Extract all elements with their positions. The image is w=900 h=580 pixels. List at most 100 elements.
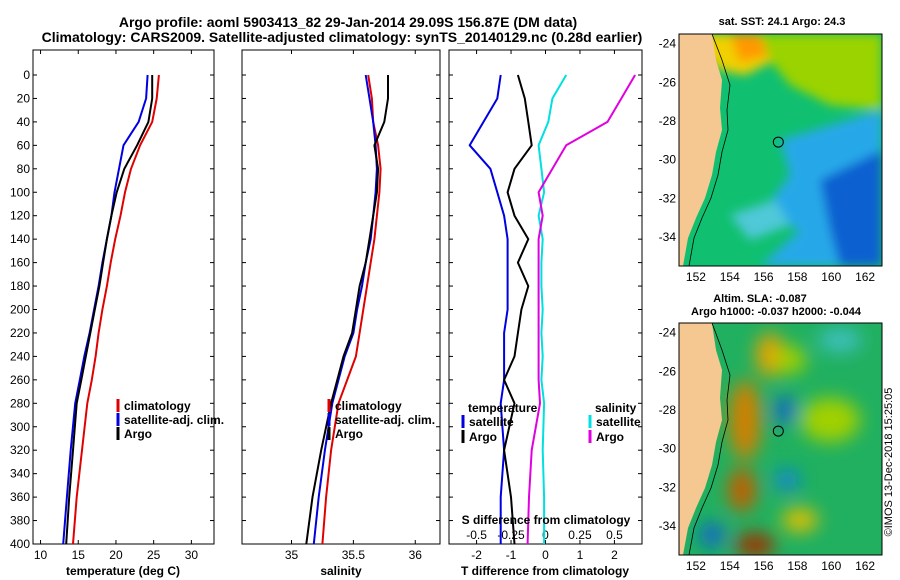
difference-lines [468,74,636,544]
temperature-legend: climatology satellite-adj. clim. Argo [116,399,224,441]
temperature-xlabel: temperature (deg C) [66,564,180,578]
map-xtick-label: 160 [821,559,841,573]
s-diff-tick-label: 0.25 [568,528,592,542]
series-line-satellite-adj-clim- [312,74,378,544]
s-diff-tick-label: -0.25 [497,528,525,542]
legend-t-argo: Argo [469,430,497,444]
difference-xlabel: T difference from climatology [461,564,629,578]
xtick-label: 2 [611,548,618,562]
temperature-ticks: 0 20 40 60 80 100 120 140 160 180 200 220 240 260 280 3… [10,50,214,562]
xtick-label: 1 [577,548,584,562]
xtick-label: 25 [147,548,161,562]
xtick-label: 15 [72,548,86,562]
xtick-label: 36 [409,548,423,562]
ytick-label: 280 [10,396,30,410]
sst-green-band [760,34,882,110]
ytick-label: 340 [10,467,30,481]
map-xtick-label: 152 [686,270,706,284]
sla-high-4 [735,533,775,555]
map-xtick-label: 156 [754,270,774,284]
title-line-2: Climatology: CARS2009. Satellite-adjuste… [42,29,643,45]
xtick-label: 30 [185,548,199,562]
salinity-ticks: 35 35.5 36 [242,50,440,562]
legend-t-satellite: satellite [469,415,514,429]
map-ytick-label: -30 [659,442,677,456]
ytick-label: 240 [10,349,30,363]
ytick-label: 140 [10,232,30,246]
map-xtick-label: 156 [754,559,774,573]
map-ytick-label: -24 [659,37,677,51]
legend-argo: Argo [124,427,152,441]
xtick-label: -2 [471,548,482,562]
sla-map-title-2: Argo h1000: -0.037 h2000: -0.044 [691,306,862,318]
sst-float-marker [772,136,784,148]
legend-climatology: climatology [335,399,402,413]
xtick-label: 35 [285,548,299,562]
legend-s-satellite: satellite [596,415,641,429]
sla-high-2 [729,380,761,460]
ytick-label: 200 [10,303,30,317]
sst-cool-patch [730,200,790,240]
map-xtick-label: 152 [686,559,706,573]
temperature-lines [62,74,160,544]
map-xtick-label: 158 [787,270,807,284]
legend-satellite: satellite-adj. clim. [335,413,435,427]
ytick-label: 400 [10,537,30,551]
map-ytick-label: -24 [659,326,677,340]
legend-s-argo: Argo [596,430,624,444]
difference-top-xlabel: S difference from climatology [462,513,631,527]
map-ytick-label: -30 [659,153,677,167]
ytick-label: 380 [10,514,30,528]
ytick-label: 320 [10,443,30,457]
title-line-1: Argo profile: aoml 5903413_82 29-Jan-201… [119,14,577,30]
map-ytick-label: -26 [659,364,677,378]
ytick-label: 300 [10,420,30,434]
credit-text: ©IMOS 13-Dec-2018 15:25:05 [883,388,895,537]
s-diff-tick-label: 0 [542,528,549,542]
ytick-label: 0 [23,68,30,82]
sst-isobath [688,34,731,266]
map-xtick-label: 162 [855,270,875,284]
salinity-legend: climatology satellite-adj. clim. Argo [327,399,435,441]
sla-low-1 [775,396,795,424]
ytick-label: 360 [10,490,30,504]
xtick-label: 35.5 [342,548,366,562]
map-ytick-label: -28 [659,403,677,417]
s-diff-tick-label: -0.5 [466,528,487,542]
sla-mid-1 [800,398,860,442]
series-line-t-argo [503,74,533,544]
map-xtick-label: 160 [821,270,841,284]
sla-low-4 [818,328,862,352]
map-ytick-label: -34 [659,519,677,533]
sla-float-marker [772,425,784,437]
sst-cold-water [820,150,882,266]
xtick-label: 20 [109,548,123,562]
series-line-argo [65,75,154,544]
legend-argo: Argo [335,427,363,441]
map-ytick-label: -26 [659,75,677,89]
sla-low-3 [700,523,724,547]
sst-map-ticks: 152 154 156 158 160 162 -24 -26 -28 -30 -32 -34 [659,37,876,284]
salinity-xlabel: salinity [320,564,362,578]
legend-satellite: satellite-adj. clim. [124,413,224,427]
ytick-label: 80 [17,162,31,176]
series-line-satellite-adj-clim- [62,74,149,544]
sla-land [679,323,722,555]
legend-temperature-title: temperature [468,401,538,415]
sst-map-field [679,34,882,266]
difference-axes [448,49,643,545]
map-xtick-label: 158 [787,559,807,573]
map-ytick-label: -32 [659,480,677,494]
map-xtick-label: 154 [720,270,740,284]
map-ytick-label: -28 [659,114,677,128]
ytick-label: 40 [17,115,31,129]
series-line-s-satellite [537,74,568,544]
series-line-s-argo [526,74,636,544]
xtick-label: -1 [506,548,517,562]
sla-map-title-1: Altim. SLA: -0.087 [713,293,807,305]
s-diff-tick-label: 0.5 [606,528,623,542]
ytick-label: 20 [17,91,31,105]
ytick-label: 120 [10,209,30,223]
sla-map-ticks: 152 154 156 158 160 162 -24 -26 -28 -30 -32 -34 [659,326,876,573]
